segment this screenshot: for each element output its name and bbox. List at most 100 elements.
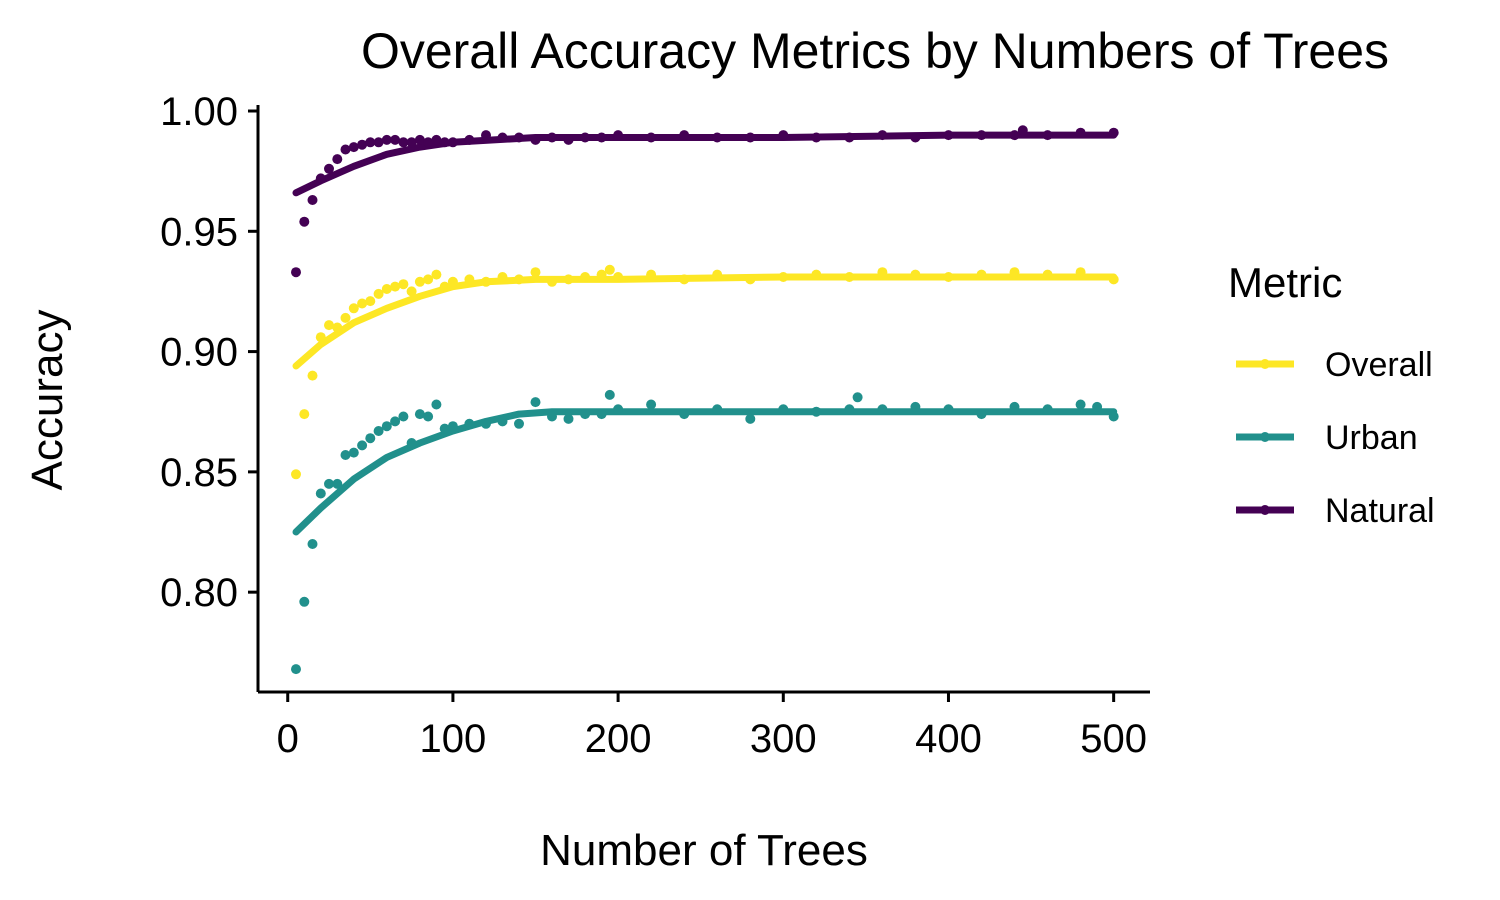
legend-item-overall: Overall — [1236, 346, 1433, 384]
data-point-natural — [1009, 130, 1020, 141]
y-tick-label: 0.80 — [160, 571, 238, 615]
data-point-natural — [439, 137, 450, 148]
data-point-urban — [877, 404, 888, 415]
legend-title: Metric — [1228, 259, 1342, 306]
data-point-overall — [910, 269, 921, 280]
trend-line-overall — [292, 273, 1118, 370]
data-point-urban — [406, 438, 417, 448]
data-point-overall — [943, 272, 954, 282]
data-point-urban — [910, 401, 921, 412]
data-point-overall — [357, 298, 368, 309]
data-point-overall — [580, 272, 591, 282]
data-point-urban — [844, 404, 855, 415]
data-point-urban — [348, 447, 359, 458]
y-axis-title: Accuracy — [23, 310, 72, 491]
data-point-urban — [514, 418, 524, 429]
data-point-natural — [679, 130, 690, 141]
data-point-overall — [1009, 267, 1020, 278]
data-point-natural — [348, 142, 359, 153]
data-point-overall — [406, 286, 417, 297]
data-point-natural — [299, 216, 310, 227]
data-point-natural — [464, 134, 475, 145]
legend-item-natural: Natural — [1236, 492, 1435, 530]
data-point-urban — [299, 596, 310, 607]
data-point-urban — [604, 389, 615, 400]
data-point-urban — [373, 426, 384, 436]
data-point-overall — [423, 274, 434, 285]
data-point-overall — [431, 269, 442, 280]
data-point-natural — [514, 132, 524, 143]
data-point-natural — [307, 195, 318, 205]
data-point-urban — [357, 440, 368, 451]
data-point-overall — [464, 274, 475, 285]
data-point-overall — [778, 272, 789, 282]
data-point-overall — [332, 322, 343, 333]
x-tick-label: 500 — [1080, 717, 1147, 761]
data-point-urban — [315, 488, 326, 499]
data-point-natural — [373, 137, 384, 148]
y-tick-label: 1.00 — [160, 90, 238, 134]
data-point-urban — [307, 539, 318, 549]
x-tick-label: 300 — [750, 717, 817, 761]
data-point-natural — [315, 173, 326, 184]
data-point-natural — [877, 130, 888, 141]
data-point-overall — [398, 279, 409, 290]
data-point-natural — [547, 132, 557, 143]
legend-label: Overall — [1325, 346, 1433, 384]
data-point-overall — [530, 267, 541, 278]
data-point-urban — [596, 409, 607, 420]
data-point-overall — [1108, 274, 1119, 285]
data-point-urban — [943, 404, 954, 415]
series-layer — [291, 125, 1119, 675]
data-point-overall — [877, 267, 888, 278]
legend-key-point — [1260, 432, 1270, 442]
data-point-overall — [547, 276, 557, 287]
data-point-urban — [976, 409, 987, 420]
data-point-natural — [580, 132, 591, 143]
legend: Metric Overall Urban Natural — [1228, 259, 1435, 530]
data-point-urban — [497, 416, 508, 427]
data-point-natural — [976, 130, 987, 141]
data-point-urban — [852, 392, 863, 403]
data-point-overall — [348, 303, 359, 314]
data-point-overall — [712, 269, 723, 280]
data-point-urban — [398, 411, 409, 422]
data-point-natural — [340, 144, 351, 155]
x-tick-label: 100 — [420, 717, 487, 761]
data-point-urban — [439, 423, 450, 434]
data-point-natural — [811, 132, 822, 143]
data-point-natural — [1075, 127, 1086, 138]
data-point-overall — [365, 296, 376, 307]
x-axis-ticks: 0 100 200 300 400 500 — [277, 692, 1147, 761]
y-axis-ticks: 0.80 0.85 0.90 0.95 1.00 — [160, 90, 258, 615]
data-point-natural — [844, 132, 855, 143]
series-overall — [291, 264, 1119, 480]
data-point-overall — [613, 272, 624, 282]
data-point-natural — [530, 134, 541, 145]
data-point-overall — [291, 469, 301, 480]
data-point-overall — [976, 269, 987, 280]
data-point-urban — [447, 421, 458, 432]
data-point-natural — [1108, 127, 1119, 138]
data-point-urban — [547, 411, 557, 422]
data-point-urban — [613, 404, 624, 415]
data-point-natural — [712, 132, 723, 143]
trend-line-urban — [292, 408, 1118, 536]
data-point-natural — [381, 134, 392, 145]
data-point-overall — [299, 409, 310, 420]
x-axis-title: Number of Trees — [540, 826, 868, 875]
data-point-overall — [390, 281, 401, 292]
data-point-natural — [332, 154, 343, 165]
y-tick-label: 0.90 — [160, 331, 238, 375]
data-point-natural — [406, 137, 417, 148]
y-tick-label: 0.95 — [160, 210, 238, 254]
data-point-urban — [423, 411, 434, 422]
series-urban — [291, 389, 1119, 675]
data-point-natural — [778, 130, 789, 141]
data-point-natural — [745, 132, 756, 143]
data-point-urban — [530, 397, 541, 408]
data-point-overall — [481, 276, 491, 287]
legend-items: Overall Urban Natural — [1236, 346, 1435, 530]
data-point-overall — [646, 269, 657, 280]
